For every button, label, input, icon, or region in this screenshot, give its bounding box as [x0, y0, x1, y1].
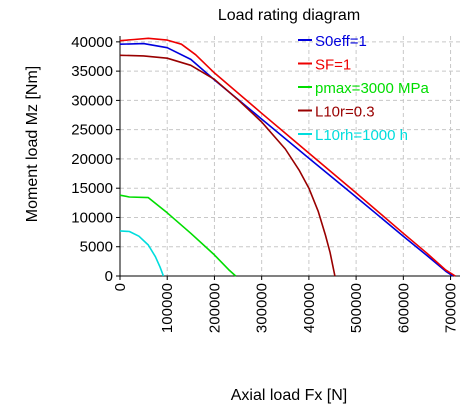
y-tick-labels: 0 5000 10000 15000 20000 25000 30000 35000 40000 [71, 34, 120, 285]
y-tick-label-4: 20000 [71, 151, 113, 168]
series-line-4 [119, 230, 165, 277]
series-line-1 [119, 37, 456, 277]
x-tick-label-2: 200000 [206, 283, 223, 333]
y-tick-label-1: 5000 [80, 239, 113, 256]
x-tick-label-1: 100000 [159, 283, 176, 333]
y-tick-label-6: 30000 [71, 92, 113, 109]
y-tick-label-0: 0 [105, 268, 113, 285]
series-line-0 [119, 42, 454, 277]
x-tick-label-7: 700000 [443, 283, 460, 333]
y-tick-label-2: 10000 [71, 209, 113, 226]
x-tick-labels: 0 100000 200000 300000 400000 500000 600000 700… [112, 276, 460, 333]
y-axis-title: Moment load Mz [Nm] [24, 66, 41, 222]
series-line-3 [119, 54, 336, 277]
x-tick-label-5: 500000 [348, 283, 365, 333]
legend: S0eff=1 SF=1 pmax=3000 MPa L10r=0.3 L10rh=10… [298, 33, 429, 144]
legend-label-4: L10rh=1000 h [315, 127, 408, 144]
data-series [119, 37, 456, 277]
series-line-2 [119, 194, 237, 277]
legend-label-0: S0eff=1 [315, 33, 367, 50]
x-axis-title: Axial load Fx [N] [231, 387, 347, 404]
legend-label-3: L10r=0.3 [315, 104, 375, 121]
chart-title: Load rating diagram [218, 7, 360, 24]
x-tick-label-4: 400000 [301, 283, 318, 333]
y-tick-label-3: 15000 [71, 180, 113, 197]
grid-lines [120, 36, 460, 276]
legend-label-2: pmax=3000 MPa [315, 80, 429, 97]
y-tick-label-5: 25000 [71, 122, 113, 139]
x-tick-label-0: 0 [112, 283, 129, 291]
x-tick-label-3: 300000 [254, 283, 271, 333]
y-tick-label-8: 40000 [71, 34, 113, 51]
legend-label-1: SF=1 [315, 57, 351, 74]
x-tick-label-6: 600000 [395, 283, 412, 333]
y-tick-label-7: 35000 [71, 63, 113, 80]
